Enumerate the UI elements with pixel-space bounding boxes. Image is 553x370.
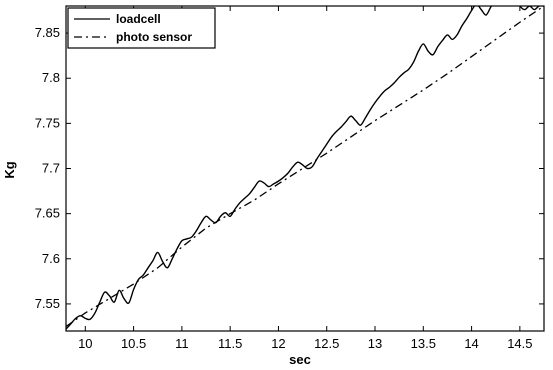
y-tick-label: 7.7: [42, 161, 60, 176]
y-tick-label: 7.8: [42, 70, 60, 85]
y-tick-label: 7.65: [35, 206, 60, 221]
x-tick-label: 13.5: [411, 336, 436, 351]
x-axis: 10 10.5 11 11.5 12 12.5 13 13.5 14 14.5: [78, 6, 533, 351]
x-tick-label: 12: [271, 336, 285, 351]
y-axis-label: Kg: [2, 161, 17, 178]
x-tick-label: 12.5: [314, 336, 339, 351]
x-axis-label: sec: [289, 352, 311, 367]
legend-label-photo-sensor: photo sensor: [116, 30, 192, 44]
y-tick-label: 7.55: [35, 296, 60, 311]
legend: loadcell photo sensor: [67, 7, 216, 49]
y-tick-label: 7.75: [35, 115, 60, 130]
x-tick-label: 14: [464, 336, 478, 351]
x-tick-label: 13: [368, 336, 382, 351]
y-tick-label: 7.6: [42, 251, 60, 266]
x-tick-label: 11: [175, 336, 189, 351]
y-tick-label: 7.85: [35, 25, 60, 40]
plot-area: [65, 5, 545, 332]
x-tick-label: 14.5: [507, 336, 532, 351]
y-axis: 7.55 7.6 7.65 7.7 7.75 7.8 7.85: [35, 25, 544, 311]
legend-box: [67, 7, 216, 49]
x-tick-label: 10: [78, 336, 92, 351]
x-tick-label: 11.5: [218, 336, 242, 351]
series-layer: [66, 6, 544, 330]
x-tick-label: 10.5: [121, 336, 146, 351]
legend-label-loadcell: loadcell: [116, 12, 161, 26]
series-line-loadcell: [66, 6, 544, 330]
